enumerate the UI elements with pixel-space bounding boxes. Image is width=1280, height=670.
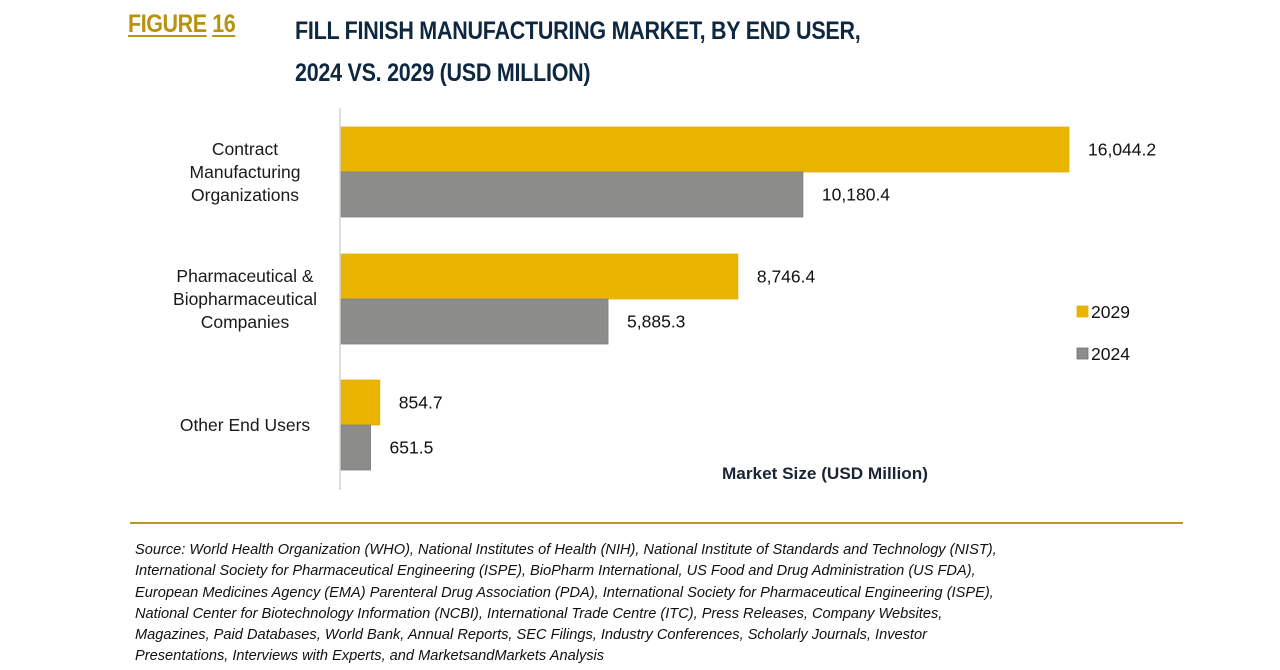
chart-title-line-1: FILL FINISH MANUFACTURING MARKET, BY END… (295, 17, 861, 45)
bar-2029-2 (340, 379, 381, 426)
value-label-2024-1: 5,885.3 (627, 312, 685, 332)
chart-title: FILL FINISH MANUFACTURING MARKET, BY END… (295, 10, 949, 94)
category-labels: Contract Manufacturing Organizations Pharma… (173, 139, 317, 435)
bar-chart: Contract Manufacturing Organizations Pharma… (173, 108, 1157, 490)
source-note: Source: World Health Organization (WHO),… (135, 540, 1195, 668)
x-axis-title: Market Size (USD Million) (722, 464, 928, 483)
category-label-0-line-0: Contract (212, 139, 278, 159)
category-label-1-line-2: Companies (201, 312, 290, 332)
bar-2024-0 (340, 171, 804, 218)
divider-rule (130, 522, 1183, 524)
figure-label-number: 16 (212, 10, 236, 38)
bar-2029-0 (340, 126, 1070, 173)
legend-label-2024: 2024 (1091, 344, 1130, 364)
legend-swatch-2029 (1076, 305, 1089, 318)
bar-2029-1 (340, 253, 739, 300)
value-label-2024-2: 651.5 (390, 438, 434, 458)
legend-label-2029: 2029 (1091, 302, 1130, 322)
category-label-1-line-1: Biopharmaceutical (173, 289, 317, 309)
value-labels: 16,044.2 10,180.4 8,746.4 5,885.3 854.7 651.5 (390, 140, 1157, 458)
legend-swatch-2024 (1076, 347, 1089, 360)
source-line-5: Presentations, Interviews with Experts, … (135, 648, 605, 665)
figure-label-prefix: FIGURE (128, 10, 207, 38)
bar-2024-2 (340, 424, 371, 471)
figure-number: FIGURE 16 (128, 10, 236, 39)
source-line-1: International Society for Pharmaceutical… (135, 563, 976, 580)
category-label-0-line-1: Manufacturing (190, 162, 301, 182)
source-line-4: Magazines, Paid Databases, World Bank, A… (135, 627, 927, 644)
value-label-2029-1: 8,746.4 (757, 267, 816, 287)
category-label-2-line-0: Other End Users (180, 415, 311, 435)
source-line-3: National Center for Biotechnology Inform… (135, 605, 943, 622)
value-label-2024-0: 10,180.4 (822, 185, 890, 205)
value-label-2029-0: 16,044.2 (1088, 140, 1156, 160)
chart-title-line-2: 2024 VS. 2029 (USD MILLION) (295, 59, 591, 87)
source-line-2: European Medicines Agency (EMA) Parenter… (135, 584, 994, 601)
category-label-1-line-0: Pharmaceutical & (176, 266, 313, 286)
bar-2024-1 (340, 298, 609, 345)
bars-group (340, 126, 1070, 471)
category-label-0-line-2: Organizations (191, 185, 299, 205)
source-line-0: Source: World Health Organization (WHO),… (135, 542, 997, 558)
value-label-2029-2: 854.7 (399, 393, 443, 413)
legend: 2029 2024 (1076, 302, 1130, 364)
